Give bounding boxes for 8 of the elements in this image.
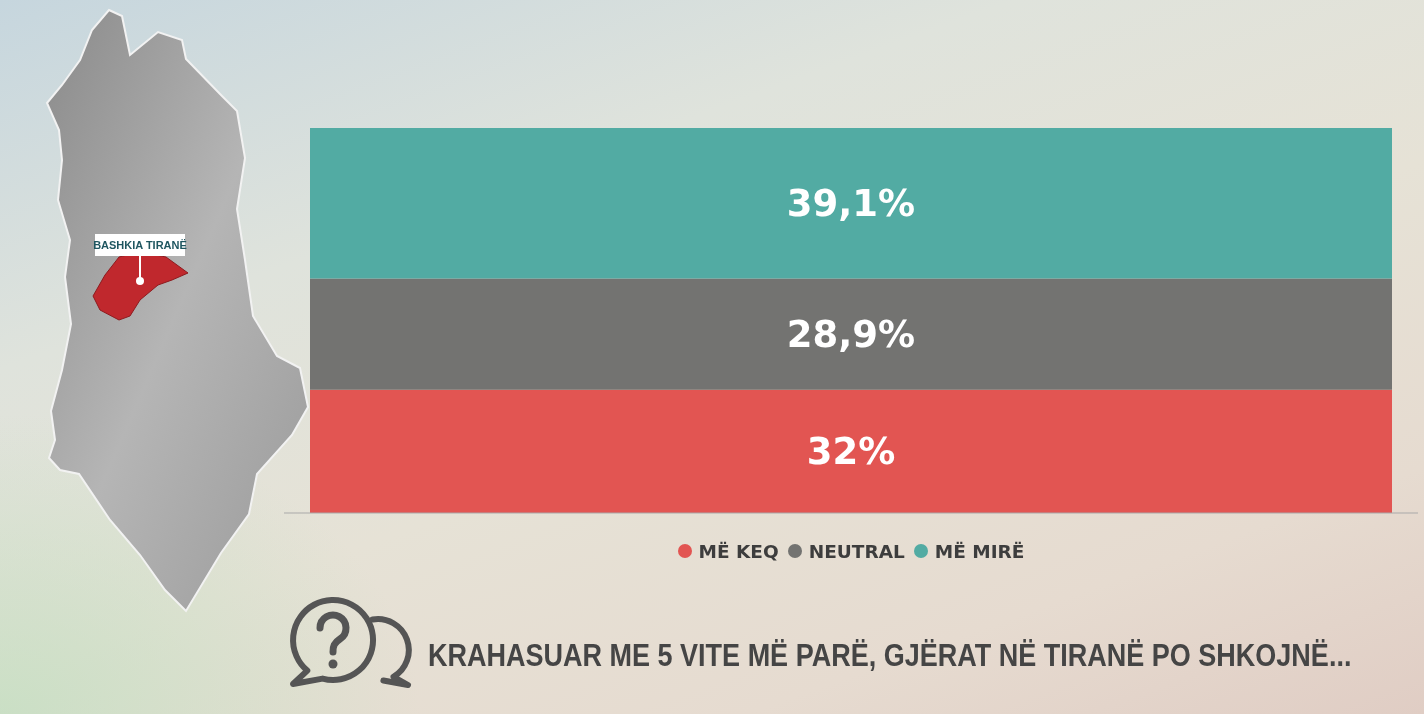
text: BASHKIA TIRANË <box>93 234 187 256</box>
legend-label: MË KEQ <box>698 540 779 562</box>
data-label: 32% <box>806 429 896 473</box>
data-label: 28,9% <box>786 312 916 356</box>
legend-label: NEUTRAL <box>808 540 905 562</box>
data-label: 39,1% <box>786 181 916 225</box>
text: KRAHASUAR ME 5 VITE MË PARË, GJËRAT NË TIRANË PO SHKOJNË... <box>428 637 1352 673</box>
legend-label: MË MIRË <box>934 540 1025 562</box>
